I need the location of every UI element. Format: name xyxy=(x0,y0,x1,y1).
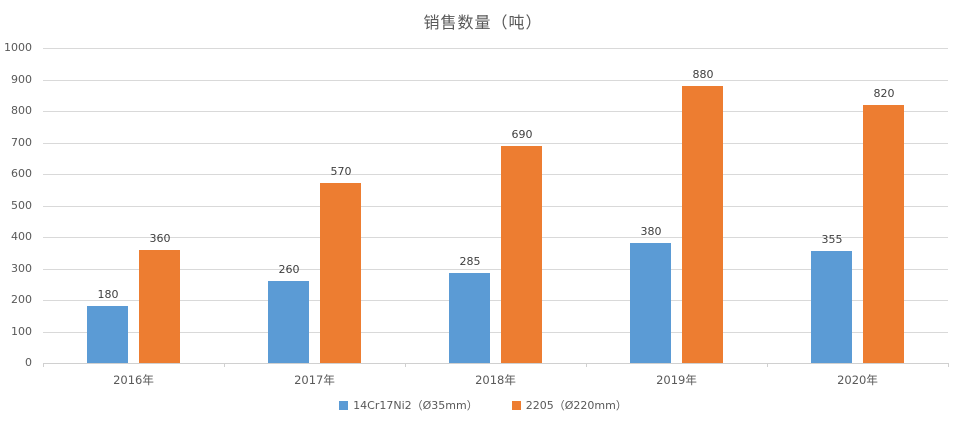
x-axis-label: 2016年 xyxy=(113,373,154,387)
gridline xyxy=(43,174,948,175)
bar xyxy=(501,146,542,363)
gridline xyxy=(43,332,948,333)
bar xyxy=(320,183,361,363)
y-axis-label: 900 xyxy=(11,73,32,86)
bar xyxy=(630,243,671,363)
gridline xyxy=(43,111,948,112)
y-axis-label: 800 xyxy=(11,104,32,117)
legend-item: 14Cr17Ni2（Ø35mm） xyxy=(339,397,478,413)
y-axis-label: 700 xyxy=(11,136,32,149)
y-axis-label: 200 xyxy=(11,293,32,306)
legend: 14Cr17Ni2（Ø35mm） 2205（Ø220mm） xyxy=(0,397,966,413)
x-axis-label: 2017年 xyxy=(294,373,335,387)
bar xyxy=(449,273,490,363)
data-label: 260 xyxy=(278,263,300,276)
data-label: 360 xyxy=(149,232,171,245)
y-axis-label: 100 xyxy=(11,325,32,338)
data-label: 285 xyxy=(459,255,481,268)
data-label: 380 xyxy=(640,225,662,238)
bar xyxy=(139,250,180,363)
data-label: 880 xyxy=(692,68,714,81)
plot-area: 180 360 260 570 285 690 380 880 355 820 xyxy=(43,48,948,364)
legend-label: 2205（Ø220mm） xyxy=(525,399,627,412)
y-axis-label: 500 xyxy=(11,199,32,212)
y-axis-label: 400 xyxy=(11,230,32,243)
data-label: 820 xyxy=(873,87,895,100)
axis-tick xyxy=(405,363,406,367)
axis-tick xyxy=(586,363,587,367)
bar xyxy=(811,251,852,363)
gridline xyxy=(43,143,948,144)
axis-tick xyxy=(948,363,949,367)
x-axis-label: 2018年 xyxy=(475,373,516,387)
axis-tick xyxy=(43,363,44,367)
y-axis-label: 0 xyxy=(25,356,32,369)
x-axis: 2016年 2017年 2018年 2019年 2020年 xyxy=(43,363,949,389)
legend-item: 2205（Ø220mm） xyxy=(511,397,627,413)
data-label: 570 xyxy=(330,165,352,178)
bar xyxy=(863,105,904,363)
gridline xyxy=(43,269,948,270)
y-axis: 0 100 200 300 400 500 600 700 800 900 1000 xyxy=(0,42,38,369)
gridline xyxy=(43,206,948,207)
y-axis-label: 1000 xyxy=(4,41,32,54)
data-label: 355 xyxy=(821,233,843,246)
chart-title: 销售数量（吨） xyxy=(423,13,543,32)
x-axis-label: 2019年 xyxy=(656,373,697,387)
gridline xyxy=(43,48,948,49)
x-axis-label: 2020年 xyxy=(837,373,878,387)
axis-tick xyxy=(224,363,225,367)
axis-tick xyxy=(767,363,768,367)
legend-label: 14Cr17Ni2（Ø35mm） xyxy=(353,399,478,412)
y-axis-label: 600 xyxy=(11,167,32,180)
gridline xyxy=(43,300,948,301)
bar xyxy=(268,281,309,363)
y-axis-label: 300 xyxy=(11,262,32,275)
legend-swatch-icon xyxy=(511,400,521,410)
x-axis-line xyxy=(43,363,948,364)
bar xyxy=(682,86,723,363)
bar xyxy=(87,306,128,363)
data-label: 690 xyxy=(511,128,533,141)
legend-swatch-icon xyxy=(339,400,349,410)
gridline xyxy=(43,237,948,238)
gridline xyxy=(43,80,948,81)
data-label: 180 xyxy=(97,288,119,301)
